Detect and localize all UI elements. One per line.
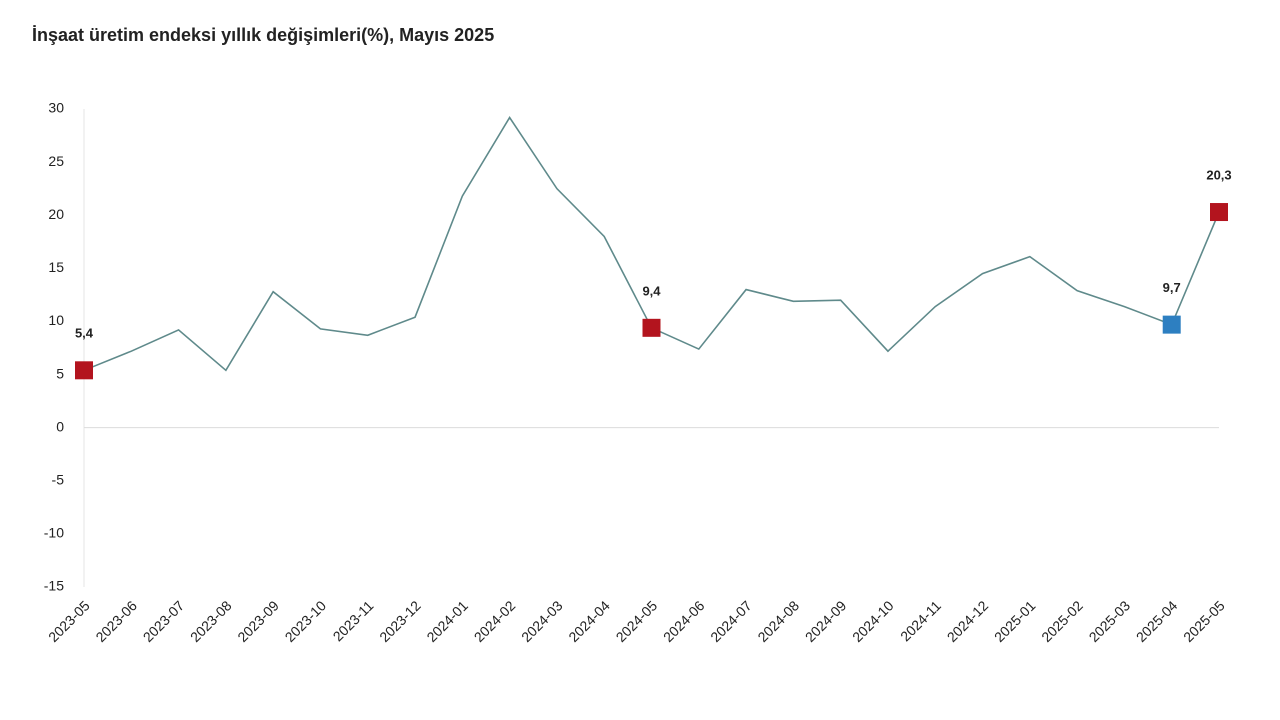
point-marker	[75, 361, 93, 380]
y-tick-label: 0	[56, 418, 64, 434]
chart-title: İnşaat üretim endeksi yıllık değişimleri…	[32, 25, 494, 45]
x-tick-label: 2024-01	[423, 597, 471, 645]
x-tick-label: 2025-04	[1133, 597, 1181, 645]
x-tick-label: 2024-08	[754, 597, 802, 645]
x-tick-label: 2024-07	[707, 597, 755, 645]
x-tick-label: 2023-11	[330, 597, 377, 644]
y-tick-label: 25	[48, 153, 64, 169]
value-label: 9,4	[642, 283, 661, 298]
x-tick-label: 2025-03	[1086, 597, 1134, 645]
y-tick-label: 15	[48, 259, 64, 275]
x-tick-label: 2024-09	[802, 597, 850, 645]
value-label: 20,3	[1206, 167, 1231, 182]
x-tick-label: 2024-12	[944, 597, 992, 645]
y-tick-label: -10	[44, 525, 64, 541]
x-tick-label: 2024-02	[471, 597, 519, 645]
x-tick-label: 2024-04	[565, 597, 613, 645]
y-tick-label: 5	[56, 365, 64, 381]
point-marker	[1210, 203, 1228, 222]
x-tick-label: 2024-06	[660, 597, 708, 645]
x-tick-label: 2023-08	[187, 597, 235, 645]
y-tick-label: 30	[48, 100, 64, 116]
value-label: 5,4	[75, 326, 94, 341]
x-tick-label: 2023-07	[140, 597, 188, 645]
x-tick-label: 2024-03	[518, 597, 566, 645]
x-tick-label: 2024-11	[897, 597, 944, 644]
x-tick-label: 2024-10	[849, 597, 897, 645]
x-tick-label: 2023-10	[282, 597, 330, 645]
y-tick-label: -5	[52, 471, 65, 487]
x-tick-label: 2025-02	[1038, 597, 1086, 645]
point-marker	[1162, 315, 1181, 334]
x-tick-label: 2023-06	[92, 597, 140, 645]
value-label: 9,7	[1163, 280, 1181, 295]
y-tick-label: -15	[44, 578, 64, 594]
x-tick-label: 2023-12	[376, 597, 424, 645]
x-tick-label: 2025-05	[1180, 597, 1228, 645]
y-tick-label: 10	[48, 312, 64, 328]
x-tick-label: 2025-01	[991, 597, 1039, 645]
y-tick-label: 20	[48, 206, 64, 222]
x-tick-label: 2023-05	[45, 597, 93, 645]
x-tick-label: 2023-09	[234, 597, 282, 645]
point-marker	[642, 318, 661, 337]
x-tick-label: 2024-05	[613, 597, 661, 645]
